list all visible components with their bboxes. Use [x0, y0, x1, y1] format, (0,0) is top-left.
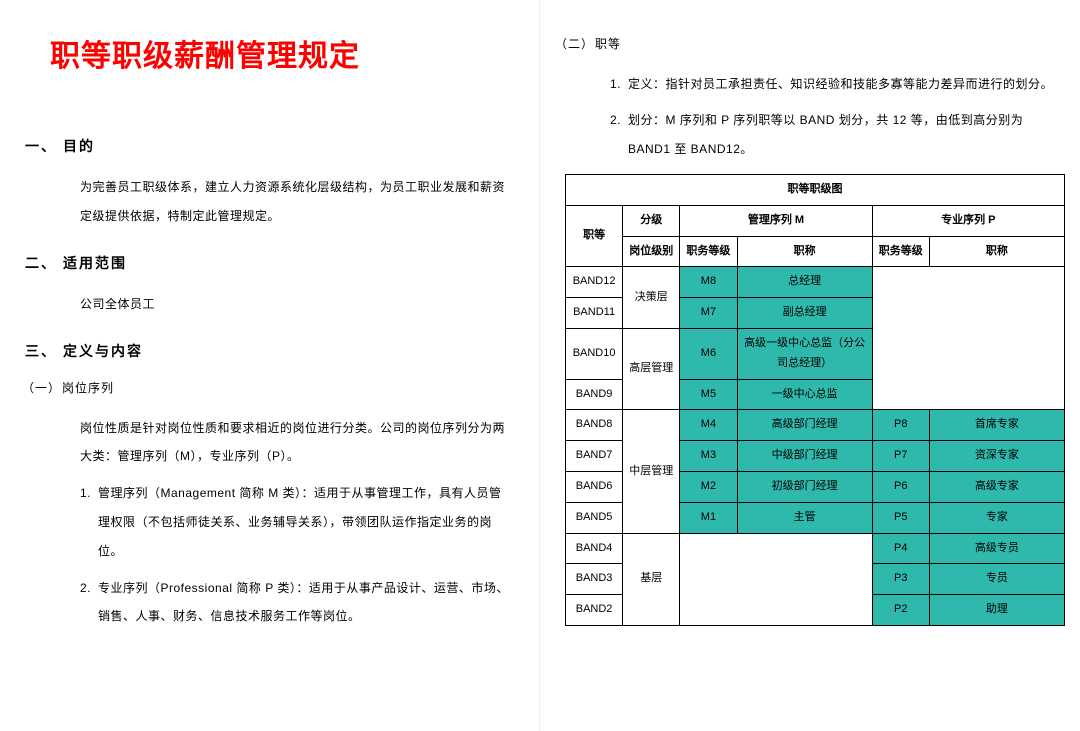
table-row: BAND4基层P4高级专员 [566, 533, 1065, 564]
band-cell: BAND7 [566, 441, 623, 472]
table-row: 职等职级图 [566, 174, 1065, 205]
group-cell: 基层 [623, 533, 680, 625]
subsection-3a-number: （一） [22, 378, 62, 400]
section-3-heading: 三、定义与内容 [25, 339, 509, 364]
table-row: 岗位级别职务等级职称职务等级职称 [566, 236, 1065, 267]
p-title-cell: 专家 [929, 502, 1064, 533]
p-grade-cell: P8 [872, 410, 929, 441]
subsection-3b-item-2: 2.划分：M 序列和 P 序列职等以 BAND 划分，共 12 等，由低到高分别… [610, 106, 1065, 164]
table-header-ptitle: 职称 [929, 236, 1064, 267]
band-cell: BAND4 [566, 533, 623, 564]
grade-table: 职等职级图职等分级管理序列 M专业序列 P岗位级别职务等级职称职务等级职称BAN… [565, 174, 1065, 626]
section-1-body: 为完善员工职级体系，建立人力资源系统化层级结构，为员工职业发展和薪资定级提供依据… [80, 173, 509, 231]
table-header-mtitle: 职称 [737, 236, 872, 267]
m-title-cell: 总经理 [737, 267, 872, 298]
band-cell: BAND10 [566, 328, 623, 379]
band-cell: BAND9 [566, 379, 623, 410]
m-title-cell: 高级一级中心总监（分公司总经理） [737, 328, 872, 379]
group-cell: 决策层 [623, 267, 680, 329]
subsection-3a-body: 岗位性质是针对岗位性质和要求相近的岗位进行分类。公司的岗位序列分为两大类：管理序… [80, 414, 509, 472]
section-2-body: 公司全体员工 [80, 290, 509, 319]
document-title: 职等职级薪酬管理规定 [50, 30, 509, 84]
section-2-heading: 二、适用范围 [25, 251, 509, 276]
m-title-cell: 一级中心总监 [737, 379, 872, 410]
band-cell: BAND6 [566, 471, 623, 502]
section-2-title: 适用范围 [63, 255, 127, 271]
table-header-poslevel: 岗位级别 [623, 236, 680, 267]
m-grade-cell: M8 [680, 267, 737, 298]
table-row: 职等分级管理序列 M专业序列 P [566, 205, 1065, 236]
m-title-cell: 初级部门经理 [737, 471, 872, 502]
band-cell: BAND5 [566, 502, 623, 533]
m-grade-cell: M6 [680, 328, 737, 379]
left-column: 职等职级薪酬管理规定 一、目的 为完善员工职级体系，建立人力资源系统化层级结构，… [0, 0, 540, 731]
p-title-cell: 高级专家 [929, 471, 1064, 502]
table-header-level: 分级 [623, 205, 680, 236]
p-title-cell: 高级专员 [929, 533, 1064, 564]
p-title-cell: 资深专家 [929, 441, 1064, 472]
p-grade-cell: P4 [872, 533, 929, 564]
band-cell: BAND11 [566, 298, 623, 329]
p-empty-cell [872, 267, 1064, 410]
p-grade-cell: P5 [872, 502, 929, 533]
table-header-p: 专业序列 P [872, 205, 1064, 236]
m-title-cell: 主管 [737, 502, 872, 533]
band-cell: BAND3 [566, 564, 623, 595]
table-row: BAND12决策层M8总经理 [566, 267, 1065, 298]
table-header-m: 管理序列 M [680, 205, 872, 236]
p-title-cell: 首席专家 [929, 410, 1064, 441]
p-title-cell: 专员 [929, 564, 1064, 595]
subsection-3b-number: （二） [555, 34, 595, 56]
m-grade-cell: M5 [680, 379, 737, 410]
group-cell: 中层管理 [623, 410, 680, 533]
group-cell: 高层管理 [623, 328, 680, 409]
table-row: BAND8中层管理M4高级部门经理P8首席专家 [566, 410, 1065, 441]
section-1-number: 一、 [25, 134, 63, 159]
subsection-3b-title: 职等 [595, 37, 621, 51]
m-empty-cell [680, 533, 872, 625]
p-grade-cell: P7 [872, 441, 929, 472]
page: 职等职级薪酬管理规定 一、目的 为完善员工职级体系，建立人力资源系统化层级结构，… [0, 0, 1080, 731]
p-grade-cell: P3 [872, 564, 929, 595]
subsection-3b-item-1: 1.定义：指针对员工承担责任、知识经验和技能多寡等能力差异而进行的划分。 [610, 70, 1065, 99]
table-header-pgrade: 职务等级 [872, 236, 929, 267]
p-grade-cell: P2 [872, 595, 929, 626]
m-grade-cell: M2 [680, 471, 737, 502]
subsection-3a-heading: （一）岗位序列 [22, 378, 509, 400]
section-3-title: 定义与内容 [63, 343, 143, 359]
m-grade-cell: M4 [680, 410, 737, 441]
subsection-3a-item-1: 1.管理序列（Management 简称 M 类）：适用于从事管理工作，具有人员… [80, 479, 509, 565]
subsection-3b-heading: （二）职等 [555, 34, 1065, 56]
section-1-heading: 一、目的 [25, 134, 509, 159]
table-header-mgrade: 职务等级 [680, 236, 737, 267]
subsection-3a-item-2: 2.专业序列（Professional 简称 P 类）：适用于从事产品设计、运营… [80, 574, 509, 632]
right-column: （二）职等 1.定义：指针对员工承担责任、知识经验和技能多寡等能力差异而进行的划… [540, 0, 1080, 731]
m-grade-cell: M7 [680, 298, 737, 329]
band-cell: BAND12 [566, 267, 623, 298]
p-title-cell: 助理 [929, 595, 1064, 626]
p-grade-cell: P6 [872, 471, 929, 502]
subsection-3a-title: 岗位序列 [62, 381, 114, 395]
table-caption: 职等职级图 [566, 174, 1065, 205]
section-3-number: 三、 [25, 339, 63, 364]
section-2-number: 二、 [25, 251, 63, 276]
band-cell: BAND8 [566, 410, 623, 441]
section-1-title: 目的 [63, 138, 95, 154]
m-title-cell: 副总经理 [737, 298, 872, 329]
m-grade-cell: M1 [680, 502, 737, 533]
band-cell: BAND2 [566, 595, 623, 626]
m-title-cell: 中级部门经理 [737, 441, 872, 472]
m-title-cell: 高级部门经理 [737, 410, 872, 441]
table-header-band: 职等 [566, 205, 623, 267]
m-grade-cell: M3 [680, 441, 737, 472]
